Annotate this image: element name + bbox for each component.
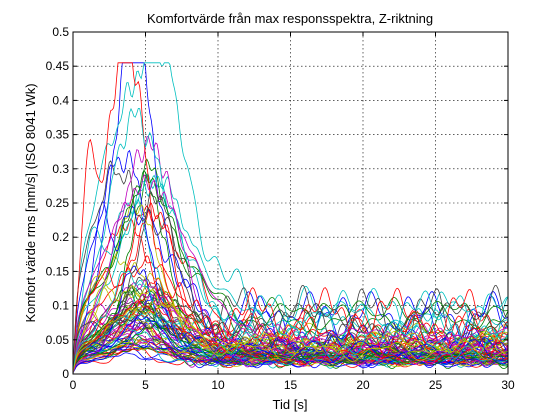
series-line [72,313,509,373]
x-tick-label: 10 [211,378,225,392]
series-line [72,62,509,373]
series-line [72,333,509,373]
chart-title: Komfortvärde från max responsspektra, Z-… [147,11,433,26]
series-line [72,255,509,373]
series-line [72,305,509,373]
series-line [72,174,509,373]
y-tick-label: 0 [62,367,69,381]
y-axis-ticks: 0 0.05 0.1 0.15 0.2 0.25 0.3 0.35 0.4 0.45 0.5 [46,25,508,381]
y-tick-label: 0.4 [52,93,69,107]
series-line [72,324,509,373]
x-axis-label: Tid [s] [273,397,308,412]
x-tick-label: 0 [70,378,77,392]
series-line [72,270,509,373]
x-tick-label: 25 [429,378,443,392]
series-line [72,107,509,373]
series-line [72,169,509,373]
y-tick-label: 0.25 [46,196,70,210]
x-tick-label: 20 [356,378,370,392]
series-line [72,293,509,373]
y-tick-label: 0.05 [46,333,70,347]
series-line [72,62,509,373]
series-line [72,301,508,373]
series-line [72,158,509,373]
y-tick-label: 0.5 [52,25,69,39]
x-tick-label: 15 [284,378,298,392]
y-tick-label: 0.1 [52,299,69,313]
y-tick-label: 0.15 [46,264,70,278]
x-tick-label: 5 [142,378,149,392]
series-line [72,277,509,373]
series-line [72,316,509,373]
y-tick-label: 0.45 [46,59,70,73]
y-tick-label: 0.2 [52,230,69,244]
series-line [72,342,508,373]
x-tick-label: 30 [501,378,515,392]
series-line [72,327,509,373]
y-tick-label: 0.3 [52,162,69,176]
series-line [72,160,509,373]
series-group [72,62,509,373]
series-line [72,135,509,373]
series-line [72,272,509,373]
x-axis-ticks: 0 5 10 15 20 25 30 [70,32,515,392]
series-line [72,191,509,373]
series-line [72,265,509,373]
y-tick-label: 0.35 [46,128,70,142]
y-axis-label: Komfort värde rms [mm/s] (ISO 8041 Wk) [23,83,38,322]
